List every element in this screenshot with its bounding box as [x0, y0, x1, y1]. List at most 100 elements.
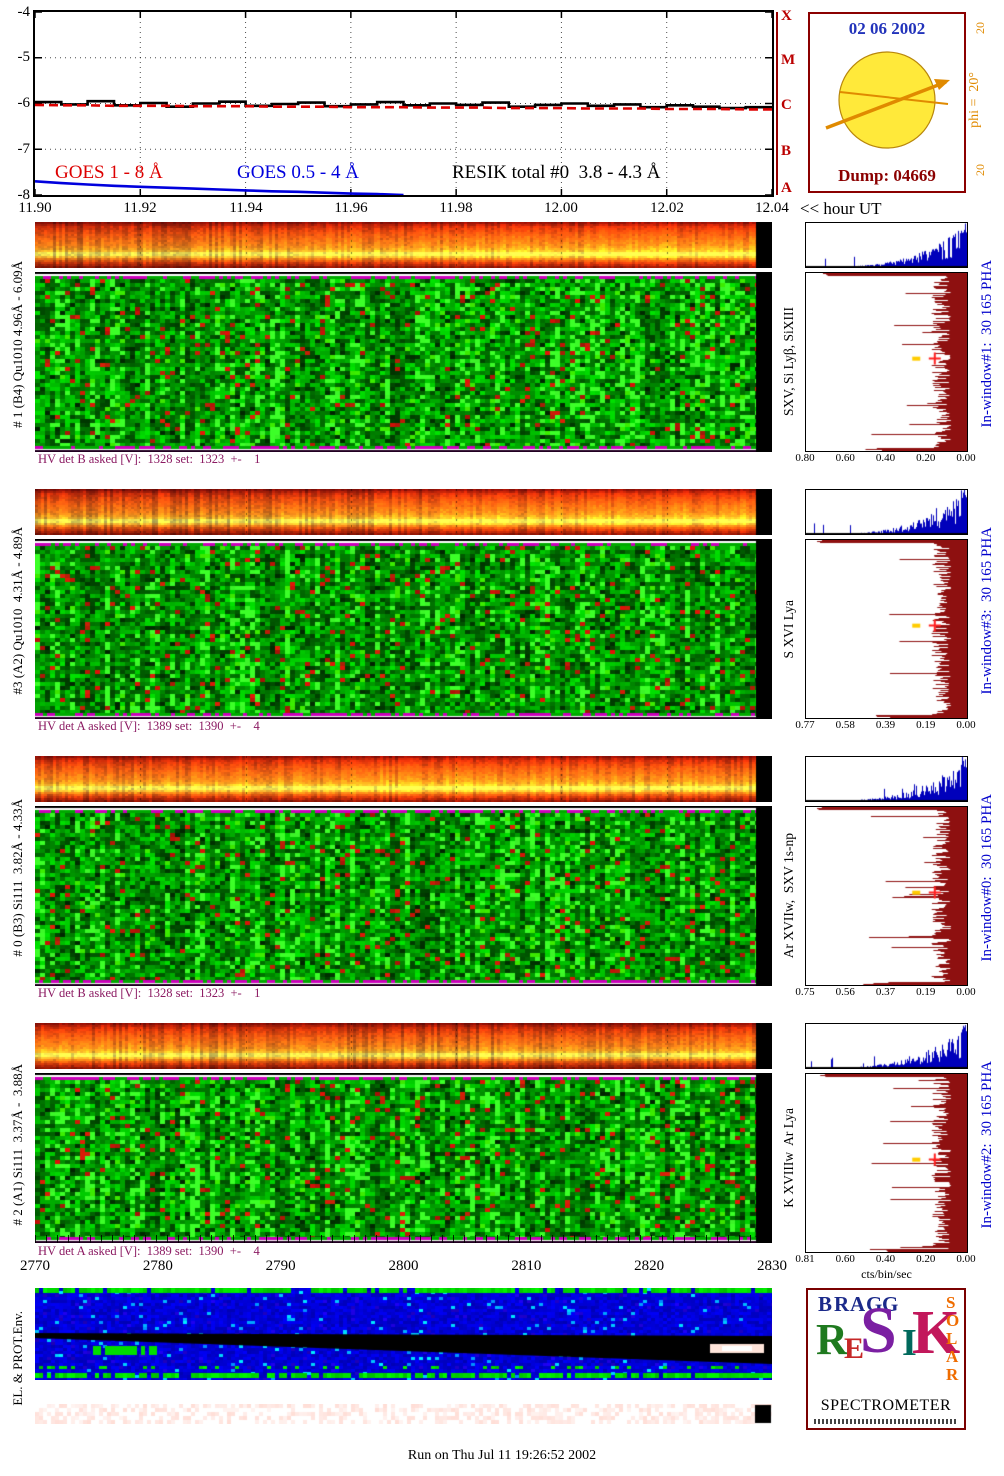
channel-2-band-heatmap: [35, 489, 772, 535]
hist-axis-tick: 0.37: [875, 986, 896, 998]
logo-letter: K: [912, 1299, 961, 1367]
legend-goes-short: GOES 0.5 - 4 Å: [237, 162, 359, 183]
dump-number: Dump: 04669: [838, 166, 936, 185]
channel-4-line-id: K XVIIIw Ar Lya: [781, 1108, 797, 1208]
lightcurve-series: [34, 103, 772, 111]
channel-4-hv-status: HV det A asked [V]: 1389 set: 1390 +- 4: [38, 1244, 260, 1258]
spectro-axis-tick: 2790: [265, 1258, 296, 1274]
hist-axis-tick: 0.81: [795, 1253, 815, 1265]
hist-axis-tick: 0.39: [875, 719, 896, 731]
channel-1-pha-hist-main: [805, 272, 968, 452]
pointing-line-2: [839, 91, 949, 105]
channel-2-hist-axis: 0.77 0.58 0.39 0.19 0.00: [795, 719, 975, 731]
channel-1-hist-axis: 0.80 0.60 0.40 0.20 0.00: [795, 452, 975, 464]
channel-3-band-heatmap: [35, 756, 772, 802]
logo-letter: S: [946, 1293, 956, 1312]
channel-1-count-heatmap: [35, 272, 772, 452]
channel-3-hv-status: HV det B asked [V]: 1328 set: 1323 +- 1: [38, 986, 261, 1000]
logo-fineprint: [814, 1419, 958, 1424]
env-panel-label: EL. & PROT.Env.: [9, 1310, 25, 1406]
goes-plot-canvas: [34, 11, 774, 197]
spectro-axis-tick: 2770: [20, 1258, 50, 1274]
channel-2-left-label: #3 (A2) Qu1010 4.31Å - 4.89Å: [9, 527, 25, 695]
goes-xtick: 12.04: [755, 200, 789, 216]
goes-class-letter-c: C: [781, 97, 792, 113]
channel-2-hv-status: HV det A asked [V]: 1389 set: 1390 +- 4: [38, 719, 260, 733]
channel-3-pha-hist-top: [805, 756, 968, 802]
spectro-axis-tick: 2830: [757, 1258, 787, 1274]
channel-1-window-label: In-window#1: 30 165 PHA: [978, 260, 995, 428]
legend-goes-long: GOES 1 - 8 Å: [55, 162, 163, 183]
hist-axis-tick: 0.00: [956, 1253, 976, 1265]
hist-axis-tick: 0.20: [916, 1253, 936, 1265]
goes-xtick: 11.90: [18, 200, 52, 216]
sun-disk-drawing: [825, 51, 950, 149]
channel-2-pha-hist-main: [805, 539, 968, 719]
channel-3-hist-axis: 0.75 0.56 0.37 0.19 0.00: [795, 986, 975, 998]
hist-axis-tick: 0.00: [956, 452, 976, 464]
goes-ytick: -8: [17, 187, 31, 203]
goes-class-letter-x: X: [781, 8, 792, 24]
hist-axis-tick: 0.40: [875, 1253, 896, 1265]
hist-axis-tick: 0.20: [916, 452, 936, 464]
pointing-arrowhead: [934, 79, 950, 90]
hour-ut-axis-label: << hour UT: [800, 199, 882, 218]
channel-1-line-id: SXV, Si Lyβ, SiXIII: [781, 307, 797, 417]
pointing-arrow: [825, 80, 947, 130]
goes-plot-frame: [33, 10, 774, 197]
goes-ytick: -4: [17, 4, 31, 20]
channel-3-pha-hist-main: [805, 806, 968, 986]
hist-axis-tick: 0.19: [916, 986, 936, 998]
phi-tick-bottom: 20: [973, 164, 987, 176]
phi-angle-label: phi = 20°: [967, 72, 982, 128]
logo-letter: R: [816, 1315, 848, 1364]
channel-4-pha-hist-top: [805, 1023, 968, 1069]
channel-3-left-label: # 0 (B3) Si111 3.82Å - 4.33Å: [9, 799, 25, 957]
goes-class-letter-m: M: [781, 52, 796, 68]
channel-3-line-id: Ar XVIIw, SXV 1s-np: [781, 833, 797, 959]
logo-letter: O: [946, 1311, 960, 1330]
goes-xtick: 12.00: [544, 200, 578, 216]
hist-axis-tick: 0.60: [835, 452, 855, 464]
channel-2-pha-hist-top: [805, 489, 968, 535]
lightcurve-series: [34, 180, 404, 197]
goes-xtick: 11.98: [439, 200, 473, 216]
goes-xtick: 12.02: [650, 200, 684, 216]
channel-4-band-heatmap: [35, 1023, 772, 1069]
axis-minor-ticks: [35, 1235, 772, 1243]
goes-class-letter-a: A: [781, 180, 792, 196]
logo-letter: G: [866, 1292, 883, 1316]
spectro-axis-tick: 2780: [142, 1258, 173, 1274]
channel-1-band-heatmap: [35, 222, 772, 268]
logo-letter: L: [946, 1329, 958, 1348]
lightcurve-series: [35, 99, 774, 110]
legend-resik-total: RESIK total #0 3.8 - 4.3 Å: [452, 162, 661, 183]
hist-axis-tick: 0.56: [835, 986, 855, 998]
hist-axis-tick: 0.00: [956, 986, 976, 998]
pointing-box: 02 06 2002 Dump: 04669: [808, 12, 966, 193]
date-label: 02 06 2002: [848, 19, 926, 38]
channel-2-line-id: S XVI Lya: [781, 599, 797, 659]
goes-class-axis-line: [776, 12, 778, 195]
spectro-axis-tick: 2810: [511, 1258, 542, 1274]
logo-letter: I: [902, 1322, 917, 1364]
hist-axis-tick: 0.00: [956, 719, 976, 731]
phi-tick-top: 20: [973, 22, 987, 34]
hist-axis-tick: 0.60: [835, 1253, 855, 1265]
hist-axis-title: cts/bin/sec: [861, 1267, 912, 1281]
hist-axis-tick: 0.19: [916, 719, 936, 731]
hist-axis-tick: 0.75: [795, 986, 815, 998]
goes-xtick: 11.96: [334, 200, 368, 216]
spectrometer-label: SPECTROMETER: [820, 1397, 952, 1414]
goes-xtick: 11.94: [229, 200, 263, 216]
channel-4-left-label: # 2 (A1) Si111 3.37Å - 3.88Å: [9, 1064, 25, 1226]
channel-1-pha-hist-top: [805, 222, 968, 268]
goes-ytick: -7: [17, 141, 31, 157]
channel-4-hist-axis: 0.81 0.60 0.40 0.20 0.00: [795, 1253, 975, 1265]
channel-4-count-heatmap: [35, 1073, 772, 1243]
goes-class-letter-b: B: [781, 143, 792, 159]
channel-3-window-label: In-window#0: 30 165 PHA: [978, 794, 995, 962]
